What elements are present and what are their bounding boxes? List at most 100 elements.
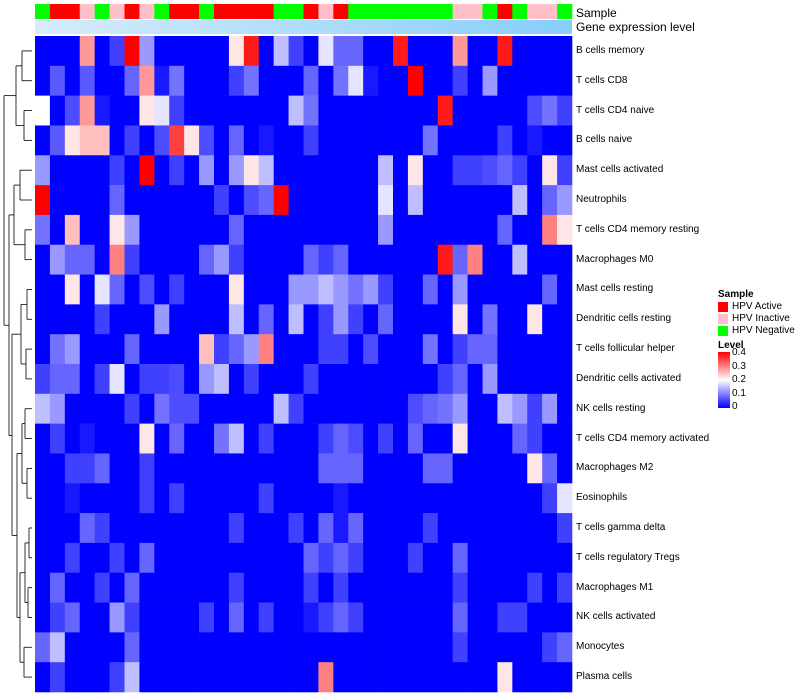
heatmap-cell (154, 334, 170, 365)
heatmap-cell (482, 334, 498, 365)
heatmap-cell (303, 662, 319, 693)
heatmap-cell (482, 125, 498, 156)
heatmap-cell (348, 65, 364, 96)
heatmap-cell (199, 483, 215, 514)
heatmap-cell (184, 304, 200, 335)
heatmap-cell (214, 423, 230, 454)
heatmap-cell (303, 214, 319, 246)
heatmap-cell (452, 65, 468, 96)
heatmap-cell (407, 572, 424, 603)
heatmap-cell (452, 453, 468, 484)
heatmap-cell (467, 393, 483, 424)
sample-legend-title: Sample (718, 289, 754, 300)
heatmap-cell (109, 185, 125, 216)
heatmap-cell (318, 274, 334, 305)
heatmap-cell (407, 393, 424, 424)
heatmap-cell (482, 483, 498, 514)
sample-annotation-cell (303, 4, 319, 19)
heatmap-cell (333, 244, 349, 275)
heatmap-cell (497, 453, 513, 484)
sample-legend-label: HPV Negative (732, 325, 795, 336)
heatmap-cell (288, 483, 304, 514)
heatmap-cell (452, 36, 468, 67)
heatmap-cell (79, 393, 95, 424)
heatmap-cell (378, 125, 394, 156)
heatmap-cell (348, 393, 364, 424)
heatmap-cell (79, 602, 95, 633)
sample-annotation-cell (109, 4, 125, 19)
heatmap-cell (437, 65, 453, 96)
heatmap-cell (109, 125, 125, 156)
heatmap-cell (437, 125, 453, 156)
heatmap-cell (228, 334, 245, 365)
heatmap-cell (452, 364, 468, 395)
heatmap-cell (527, 304, 543, 335)
level-legend-tick: 0.1 (732, 387, 746, 399)
heatmap-cell (49, 364, 66, 395)
heatmap-cell (243, 483, 260, 514)
heatmap-cell (64, 274, 81, 305)
heatmap-cell (243, 423, 260, 454)
heatmap-cell (482, 244, 498, 275)
heatmap-cell (124, 483, 140, 514)
heatmap-cell (79, 483, 95, 514)
heatmap-cell (512, 334, 528, 365)
heatmap-cell (393, 155, 409, 186)
heatmap-cell (64, 662, 81, 693)
heatmap-cell (79, 662, 95, 693)
heatmap-cell (139, 632, 155, 663)
heatmap-cell (363, 364, 379, 395)
heatmap-cell (35, 364, 51, 395)
heatmap-cell (482, 304, 498, 335)
heatmap-cell (169, 214, 185, 246)
sample-annotation-cell (512, 4, 528, 19)
heatmap-cell (243, 36, 260, 67)
heatmap-cell (184, 95, 200, 126)
heatmap-cell (422, 304, 439, 335)
heatmap-cell (422, 662, 439, 693)
heatmap-cell (258, 214, 274, 246)
heatmap-cell (378, 393, 394, 424)
heatmap-cell (542, 483, 558, 514)
heatmap-cell (452, 542, 468, 574)
heatmap-cell (124, 95, 140, 126)
heatmap-cell (452, 632, 468, 663)
heatmap-cell (79, 155, 95, 186)
heatmap-cell (527, 214, 543, 246)
heatmap-cell (363, 334, 379, 365)
heatmap-cell (139, 662, 155, 693)
heatmap-cell (452, 662, 468, 693)
heatmap-cell (363, 65, 379, 96)
heatmap-cell (333, 185, 349, 216)
heatmap-cell (512, 304, 528, 335)
heatmap-cell (109, 274, 125, 305)
heatmap-cell (243, 632, 260, 663)
heatmap-cell (154, 125, 170, 156)
heatmap-cell (363, 513, 379, 544)
heatmap-cell (124, 274, 140, 305)
heatmap-cell (497, 274, 513, 305)
heatmap-cell (49, 36, 66, 67)
heatmap-cell (258, 364, 274, 395)
heatmap-cell (378, 36, 394, 67)
heatmap-cell (258, 334, 274, 365)
heatmap-cell (154, 632, 170, 663)
heatmap-cell (333, 36, 349, 67)
heatmap-cell (482, 423, 498, 454)
heatmap-cell (303, 423, 319, 454)
row-label: Dendritic cells resting (576, 313, 672, 325)
sample-annotation-cell (273, 4, 289, 19)
heatmap-cell (214, 632, 230, 663)
heatmap-cell (452, 334, 468, 365)
heatmap-cell (49, 483, 66, 514)
heatmap-cell (557, 632, 573, 663)
heatmap-cell (35, 572, 51, 603)
heatmap-cell (482, 364, 498, 395)
heatmap-cell (169, 542, 185, 574)
heatmap-cell (363, 244, 379, 275)
heatmap-cell (542, 364, 558, 395)
heatmap-cell (258, 393, 274, 424)
heatmap-cell (452, 393, 468, 424)
heatmap-cell (303, 483, 319, 514)
heatmap-cell (407, 602, 424, 633)
